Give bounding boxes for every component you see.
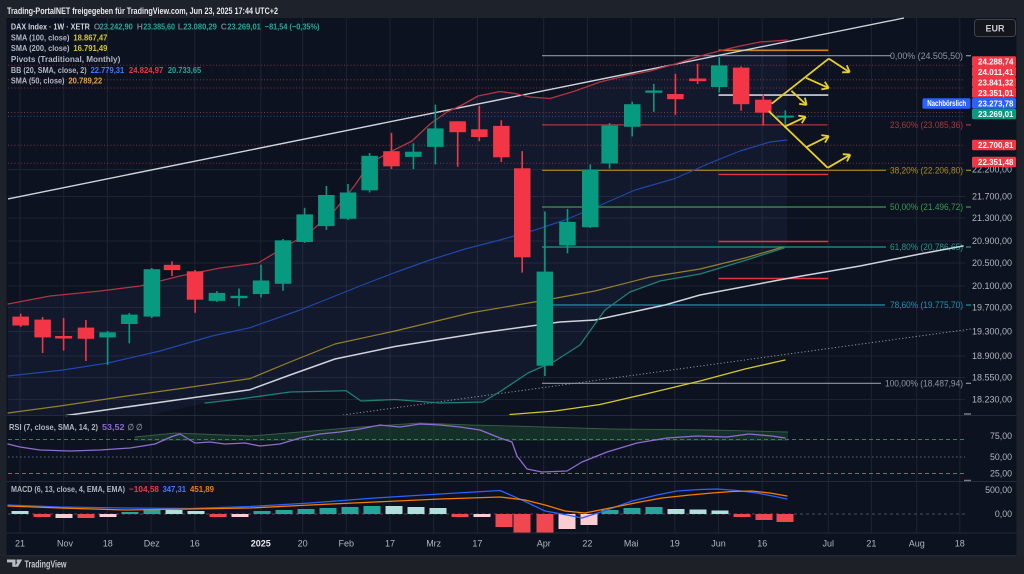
svg-text:61,80% (20.786,65): 61,80% (20.786,65) [890,242,963,253]
svg-text:Mrz: Mrz [426,539,441,549]
svg-text:22.779,31: 22.779,31 [91,65,125,75]
svg-text:TradingView: TradingView [25,559,67,570]
svg-text:Jul: Jul [823,539,835,549]
svg-text:22: 22 [582,539,592,549]
svg-text:23.273,78: 23.273,78 [978,99,1014,109]
svg-text:18.900,00: 18.900,00 [972,351,1012,361]
svg-text:23.269,01: 23.269,01 [227,22,261,32]
svg-text:Trading-PortalNET freigegeben: Trading-PortalNET freigegeben für Tradin… [7,6,278,16]
svg-text:23.242,90: 23.242,90 [100,22,133,32]
svg-text:∅ ∅: ∅ ∅ [128,422,143,432]
svg-text:−81,54 (−0,35%): −81,54 (−0,35%) [265,22,320,32]
svg-text:Jun: Jun [711,539,726,549]
svg-text:17: 17 [385,539,395,549]
svg-text:21.700,00: 21.700,00 [972,192,1012,202]
svg-text:Dez: Dez [144,539,161,549]
svg-text:21: 21 [866,539,876,549]
svg-text:Pivots (Traditional, Monthly): Pivots (Traditional, Monthly) [11,54,121,64]
svg-text:Mai: Mai [624,539,639,549]
svg-text:19: 19 [670,539,680,549]
svg-text:24.011,41: 24.011,41 [978,67,1014,77]
svg-text:347,31: 347,31 [163,484,187,494]
svg-text:19.300,00: 19.300,00 [972,327,1012,337]
svg-text:100,00% (18.487,94): 100,00% (18.487,94) [885,379,963,390]
svg-text:H: H [137,22,143,32]
svg-text:L: L [178,22,183,32]
svg-text:22.351,48: 22.351,48 [978,157,1014,167]
svg-text:500,00: 500,00 [985,485,1012,495]
svg-text:23.080,29: 23.080,29 [183,22,217,32]
svg-text:38,20% (22.206,80): 38,20% (22.206,80) [890,166,963,177]
svg-text:DAX Index · 1W · XETR: DAX Index · 1W · XETR [11,22,90,32]
svg-text:20.789,22: 20.789,22 [68,76,102,86]
svg-text:75,00: 75,00 [990,431,1012,441]
svg-text:18.867,47: 18.867,47 [73,32,107,42]
svg-text:SMA (50, close): SMA (50, close) [11,76,65,86]
svg-text:Feb: Feb [339,539,355,549]
svg-text:O: O [94,22,101,32]
svg-text:18.230,00: 18.230,00 [972,395,1012,405]
svg-text:18: 18 [103,539,113,549]
svg-text:20: 20 [298,539,308,549]
svg-text:−104,58: −104,58 [129,484,159,494]
svg-text:BB (20, SMA, close, 2): BB (20, SMA, close, 2) [11,65,87,75]
svg-text:53,52: 53,52 [102,422,125,432]
svg-text:0,00% (24.505,50): 0,00% (24.505,50) [890,51,963,62]
svg-text:22.200,00: 22.200,00 [972,165,1012,175]
svg-text:17: 17 [472,539,482,549]
svg-text:EUR: EUR [985,24,1005,34]
svg-text:20.500,00: 20.500,00 [972,258,1012,268]
svg-text:18.550,00: 18.550,00 [972,373,1012,383]
svg-text:19.700,00: 19.700,00 [972,303,1012,313]
svg-text:RSI (7, close, SMA, 14, 2): RSI (7, close, SMA, 14, 2) [9,422,98,432]
svg-text:50,00: 50,00 [990,452,1012,462]
svg-text:20.900,00: 20.900,00 [972,236,1012,246]
svg-text:16: 16 [757,539,767,549]
svg-text:25,00: 25,00 [990,469,1012,479]
svg-text:451,89: 451,89 [190,484,214,494]
svg-text:23,60% (23.085,36): 23,60% (23.085,36) [890,120,963,131]
svg-text:2025: 2025 [251,539,271,549]
svg-text:0,00: 0,00 [995,509,1012,519]
svg-text:24.288,74: 24.288,74 [978,57,1014,67]
svg-text:18: 18 [955,539,965,549]
svg-text:23.351,01: 23.351,01 [978,88,1014,98]
svg-text:Aug: Aug [909,539,925,549]
svg-text:24.824,97: 24.824,97 [129,65,164,75]
svg-text:Nov: Nov [57,539,74,549]
svg-text:50,00% (21.496,72): 50,00% (21.496,72) [890,202,963,213]
svg-text:Apr: Apr [537,539,551,549]
svg-text:20.733,65: 20.733,65 [168,65,202,75]
svg-text:23.841,32: 23.841,32 [978,77,1014,87]
svg-text:21.300,00: 21.300,00 [972,213,1012,223]
svg-text:23.385,60: 23.385,60 [143,22,175,32]
svg-text:23.269,01: 23.269,01 [978,109,1014,119]
svg-text:22.700,81: 22.700,81 [978,140,1014,150]
svg-text:C: C [221,22,227,32]
svg-text:16: 16 [190,539,200,549]
svg-text:Nachbörslich: Nachbörslich [927,99,966,108]
svg-text:SMA (100, close): SMA (100, close) [11,32,70,42]
svg-text:20.100,00: 20.100,00 [972,281,1012,291]
svg-text:MACD (6, 13, close, 4, EMA, EM: MACD (6, 13, close, 4, EMA, EMA) [11,484,125,494]
svg-text:16.791,49: 16.791,49 [73,43,107,53]
svg-text:SMA (200, close): SMA (200, close) [11,43,70,53]
svg-text:21: 21 [15,539,25,549]
svg-text:78,60% (19.775,70): 78,60% (19.775,70) [890,300,963,311]
